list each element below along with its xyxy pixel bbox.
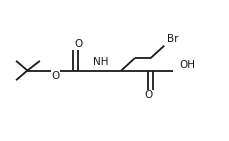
Text: NH: NH bbox=[93, 57, 109, 67]
Text: Br: Br bbox=[166, 34, 178, 44]
Text: OH: OH bbox=[179, 60, 195, 70]
Text: O: O bbox=[144, 90, 153, 100]
Text: O: O bbox=[52, 71, 60, 81]
Text: O: O bbox=[74, 39, 82, 49]
